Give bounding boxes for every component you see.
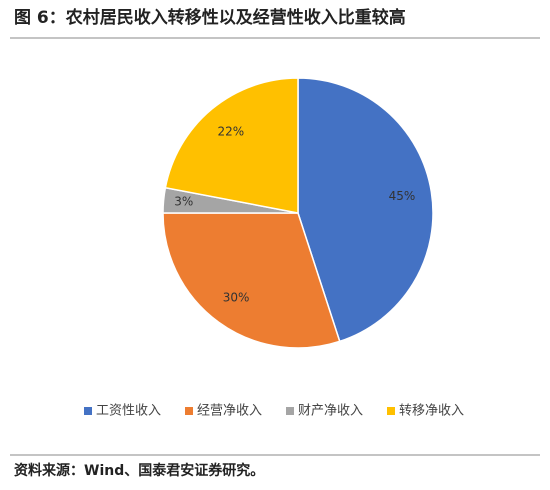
legend-swatch — [286, 407, 294, 415]
legend-label: 工资性收入 — [96, 404, 161, 419]
source: 资料来源：Wind、国泰君安证券研究。 — [14, 462, 264, 479]
data-label: 3% — [174, 195, 193, 209]
legend-label: 经营净收入 — [197, 404, 262, 419]
legend-swatch — [185, 407, 193, 415]
pie-slice — [297, 77, 434, 343]
legend-label: 转移净收入 — [399, 404, 464, 419]
data-label: 22% — [218, 124, 245, 138]
chart-title: 图 6：农村居民收入转移性以及经营性收入比重较高 — [14, 7, 406, 28]
pie-slice — [164, 77, 299, 214]
pie-slice — [162, 212, 341, 349]
legend-swatch — [387, 407, 395, 415]
data-label: 30% — [223, 291, 250, 305]
legend-label: 财产净收入 — [298, 404, 363, 419]
legend-swatch — [84, 407, 92, 415]
data-label: 45% — [389, 189, 416, 203]
